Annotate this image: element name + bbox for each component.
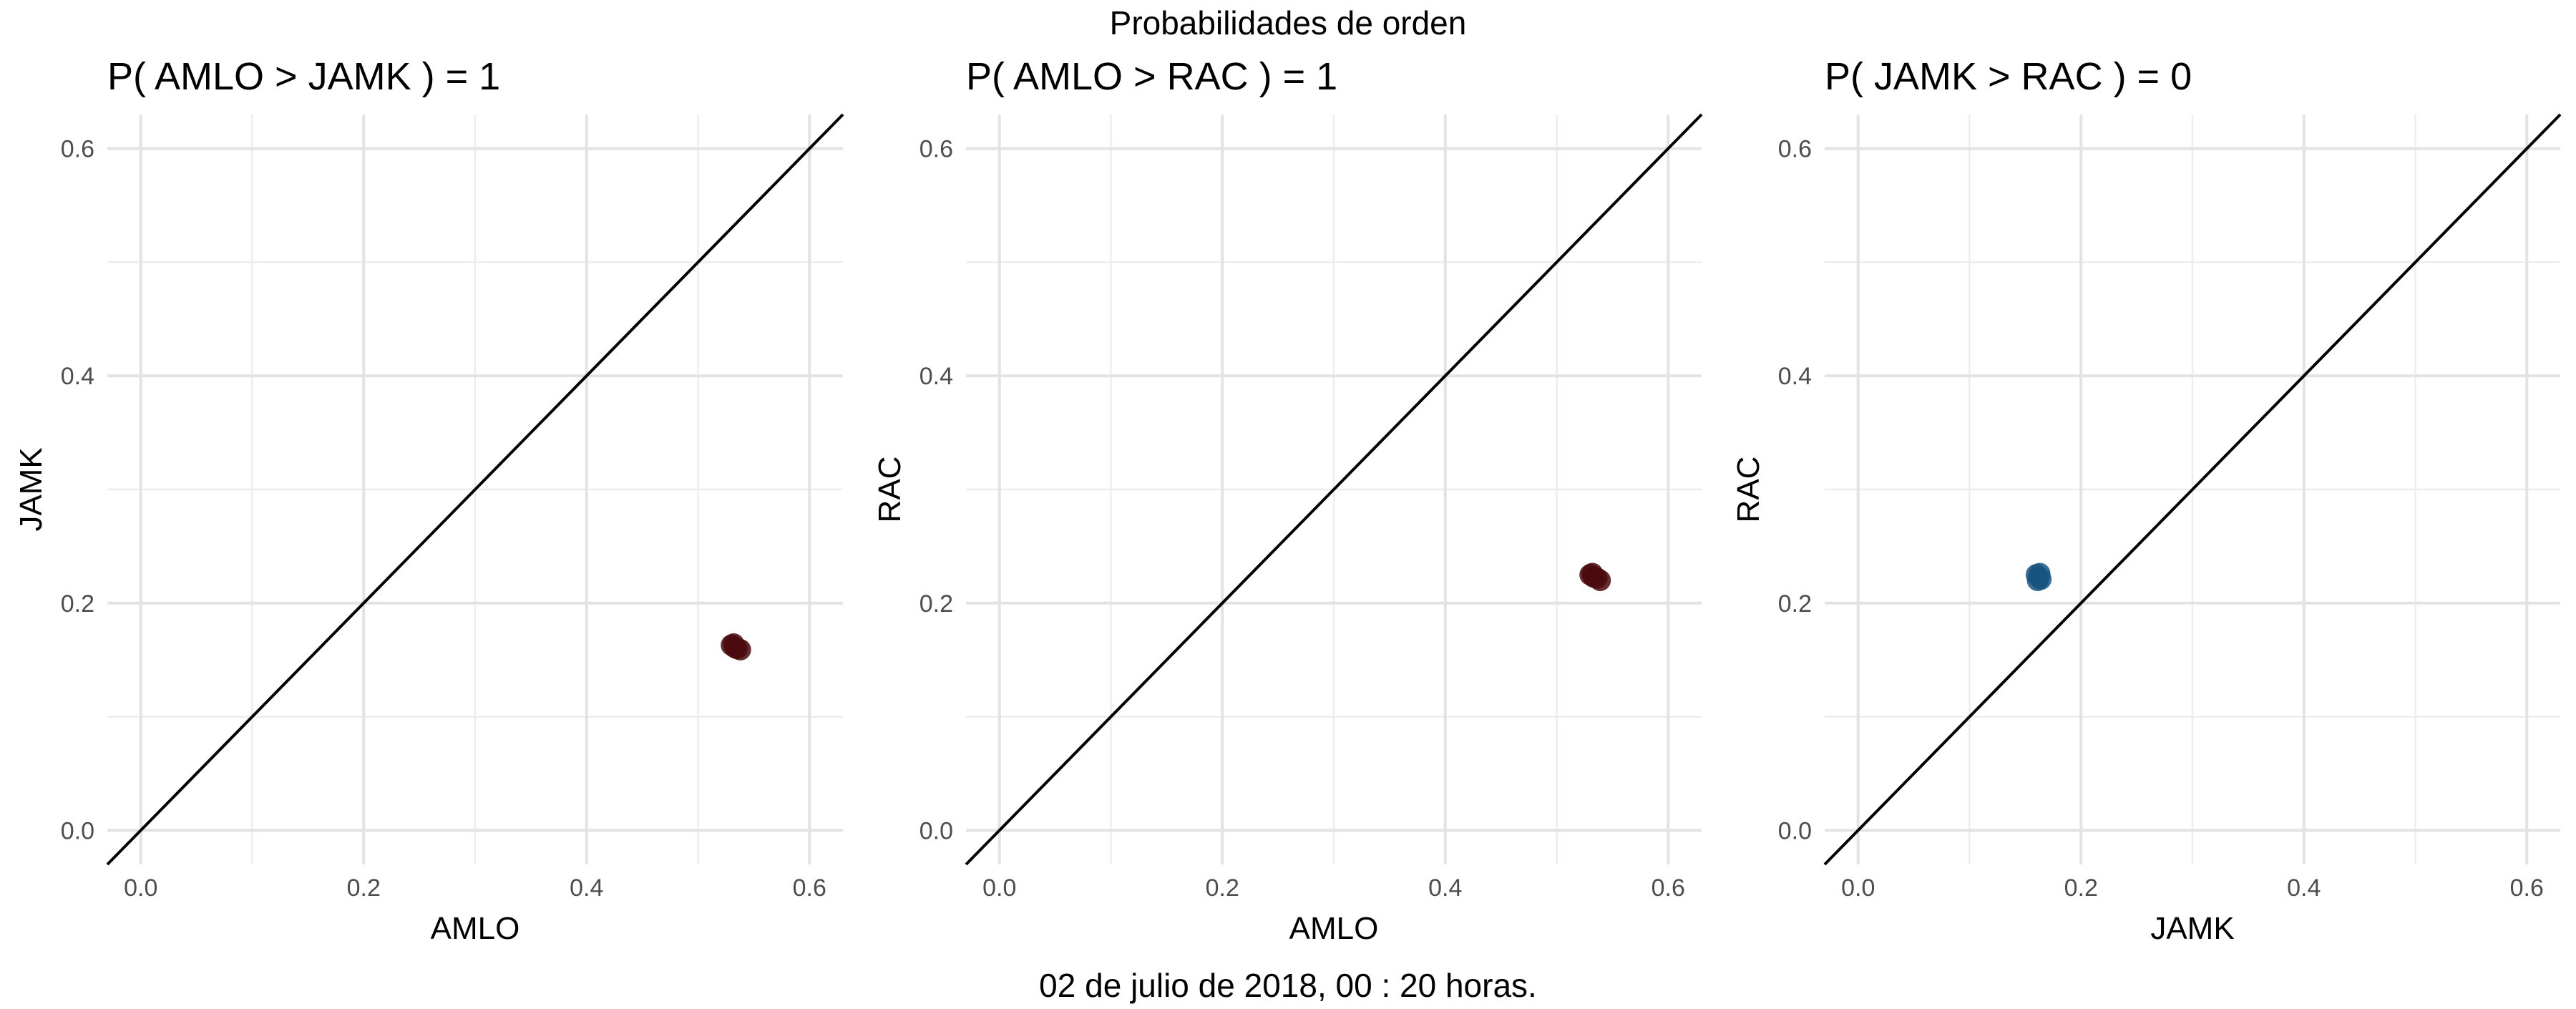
y-tick-label: 0.4 <box>919 363 953 390</box>
y-axis-title: JAMK <box>14 447 49 531</box>
reference-line <box>965 113 1703 866</box>
x-axis-title: AMLO <box>1289 911 1379 946</box>
reference-line <box>1823 113 2562 866</box>
y-tick-label: 0.0 <box>61 817 94 844</box>
reference-line <box>106 113 844 866</box>
panel-title: P( JAMK > RAC ) = 0 <box>1825 55 2192 98</box>
x-tick-label: 0.4 <box>1428 874 1462 902</box>
y-axis-title: RAC <box>1731 457 1766 523</box>
panel-2: 0.0 0.2 0.4 0.6 0.0 0.2 0.4 0.6 P( AMLO > RAC ) … <box>872 55 1703 946</box>
panel-title: P( AMLO > JAMK ) = 1 <box>107 55 500 98</box>
x-tick-label: 0.6 <box>1652 874 1685 902</box>
y-tick-label: 0.4 <box>61 363 94 390</box>
panel-3: 0.0 0.2 0.4 0.6 0.0 0.2 0.4 0.6 P( JAMK > RAC ) … <box>1731 55 2562 946</box>
x-axis-title: AMLO <box>431 911 520 946</box>
x-tick-label: 0.6 <box>793 874 826 902</box>
x-tick-label: 0.2 <box>1206 874 1239 902</box>
y-tick-label: 0.6 <box>1778 136 1812 163</box>
y-axis-title: RAC <box>872 457 907 523</box>
y-tick-label: 0.2 <box>1778 590 1812 618</box>
y-tick-label: 0.2 <box>61 590 94 618</box>
y-tick-label: 0.4 <box>1778 363 1812 390</box>
y-tick-label: 0.6 <box>61 136 94 163</box>
figure-title: Probabilidades de orden <box>1110 4 1467 42</box>
x-tick-label: 0.6 <box>2510 874 2544 902</box>
y-tick-label: 0.0 <box>919 817 953 844</box>
figure-caption: 02 de julio de 2018, 00 : 20 horas. <box>1039 967 1537 1004</box>
data-point <box>1581 562 1604 585</box>
x-axis-title: JAMK <box>2150 911 2234 946</box>
data-point <box>723 633 745 655</box>
x-tick-label: 0.0 <box>124 874 157 902</box>
data-point <box>2029 562 2051 585</box>
y-tick-label: 0.0 <box>1778 817 1812 844</box>
x-tick-label: 0.4 <box>2287 874 2321 902</box>
x-tick-label: 0.4 <box>570 874 603 902</box>
y-tick-label: 0.6 <box>919 136 953 163</box>
y-tick-label: 0.2 <box>919 590 953 618</box>
panels: 0.0 0.2 0.4 0.6 0.0 0.2 0.4 0.6 P( AMLO > JAMK )… <box>14 55 2562 946</box>
x-tick-label: 0.2 <box>347 874 381 902</box>
panel-1: 0.0 0.2 0.4 0.6 0.0 0.2 0.4 0.6 P( AMLO > JAMK )… <box>14 55 844 946</box>
x-tick-label: 0.0 <box>1841 874 1875 902</box>
panel-title: P( AMLO > RAC ) = 1 <box>966 55 1337 98</box>
x-tick-label: 0.0 <box>982 874 1016 902</box>
x-tick-label: 0.2 <box>2064 874 2098 902</box>
